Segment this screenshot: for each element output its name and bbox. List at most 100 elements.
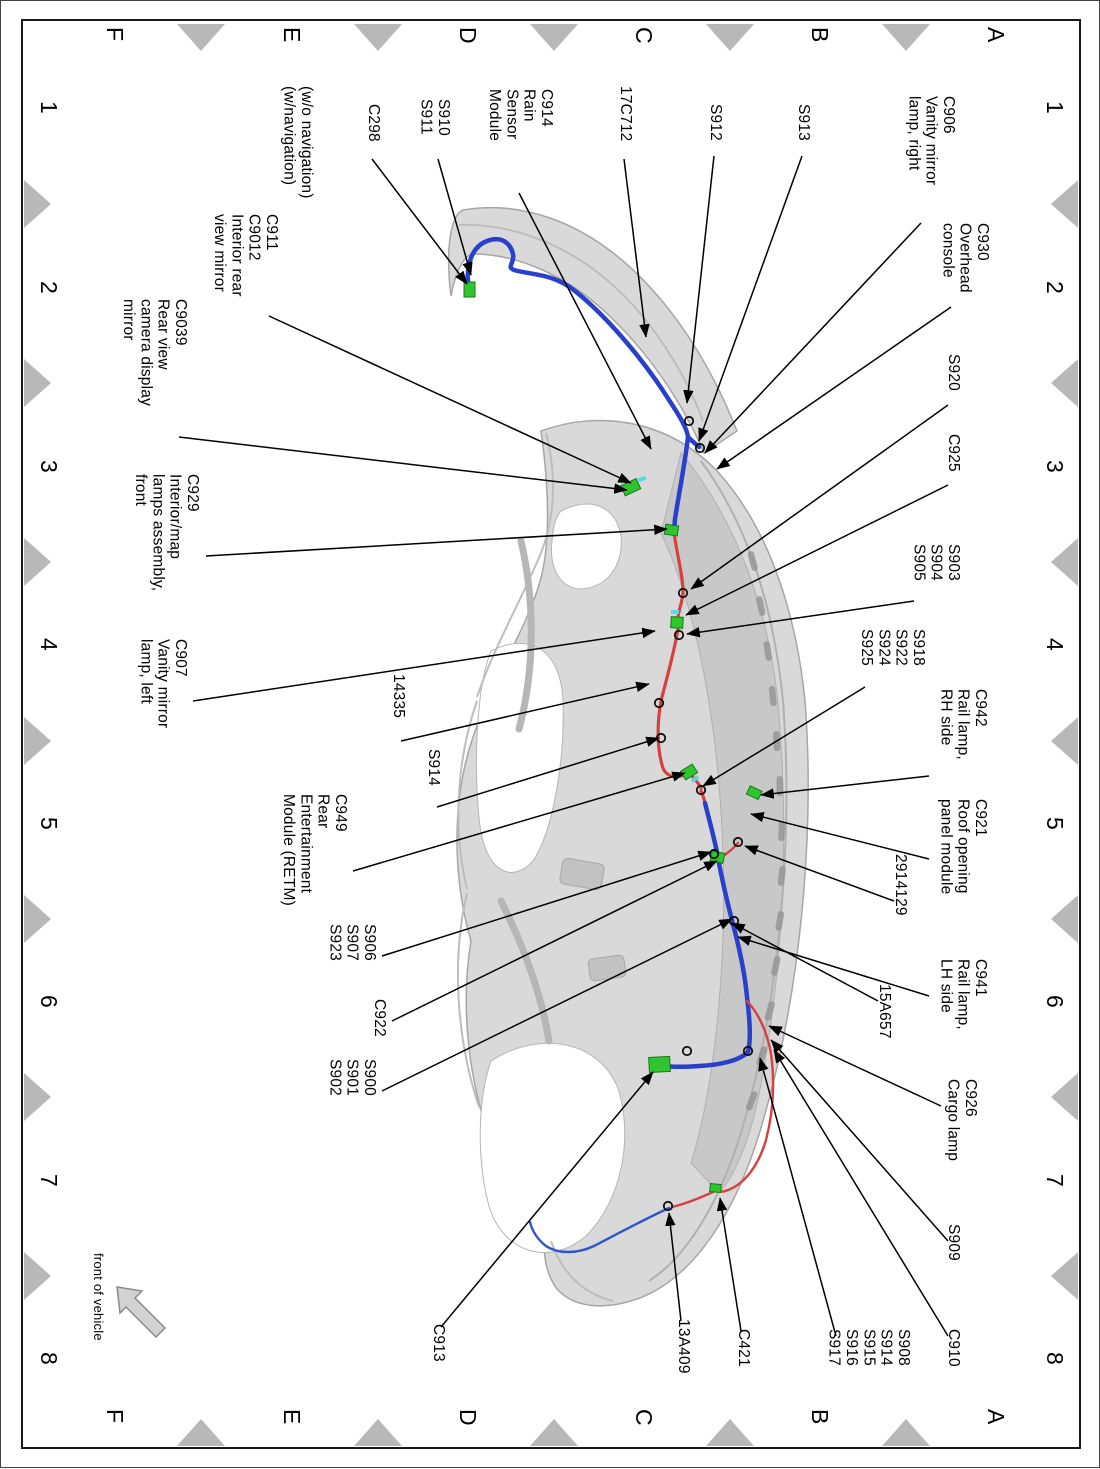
grid-triangle-right	[1051, 895, 1078, 943]
leader-c914	[518, 192, 652, 450]
splice-point	[694, 442, 706, 454]
pillar-detail	[515, 537, 535, 733]
liftgate-aperture	[479, 1042, 626, 1253]
splice-point	[673, 629, 685, 641]
connector-C298-area	[463, 281, 476, 298]
grid-triangle-right	[1051, 717, 1078, 765]
body-detail-line	[476, 432, 555, 698]
roof-slot	[775, 911, 785, 931]
leader-s913	[698, 155, 803, 442]
leader-c421	[716, 1197, 742, 1332]
connector-C942	[745, 785, 763, 801]
roof-panel-slots	[746, 551, 786, 1111]
grid-fold-triangles	[24, 24, 1078, 1446]
leader-c941	[737, 935, 930, 997]
splice-point	[683, 415, 695, 427]
grid-triangle-right	[1051, 180, 1078, 228]
connector-C907	[670, 616, 684, 629]
grid-triangle-right	[1051, 359, 1078, 407]
roof-header-rail	[447, 206, 738, 455]
leader-c910	[773, 1049, 949, 1337]
leader-p13a409	[665, 1212, 682, 1322]
leader-lines-layer	[178, 155, 952, 1337]
front-of-vehicle-arrow-icon	[116, 1286, 167, 1339]
grid-triangle-right	[1051, 538, 1078, 586]
grid-triangle-top	[706, 24, 754, 51]
splice-points	[653, 415, 754, 1212]
leader-s906s907s923	[381, 850, 712, 957]
grid-triangle-right	[1051, 1073, 1078, 1121]
leader-c925	[685, 484, 949, 616]
pillar-detail	[497, 897, 553, 1045]
roof-slot	[777, 865, 786, 886]
wire-tick	[637, 475, 647, 483]
roof-slot	[747, 551, 758, 571]
grid-triangle-bottom	[882, 1419, 930, 1446]
harness-branch-blue	[685, 434, 702, 450]
pillar-aperture-upper	[550, 503, 622, 590]
connector-C929	[663, 523, 680, 537]
body-detail-line	[458, 223, 704, 422]
grid-triangle-left	[24, 180, 51, 228]
leader-p15a657	[731, 922, 879, 1002]
leader-s909	[770, 1039, 949, 1242]
splice-point	[732, 836, 744, 848]
harness-blue-bottom	[528, 1206, 671, 1254]
leader-s903s904s905	[686, 600, 915, 638]
grid-triangle-left	[24, 538, 51, 586]
leader-c930	[716, 306, 952, 470]
splice-point	[681, 1045, 693, 1057]
grid-triangle-left	[24, 1073, 51, 1121]
harness-blue-to-connector	[662, 1049, 751, 1069]
leader-s918s922s924s925	[702, 686, 866, 787]
harness-red-mid	[656, 627, 690, 779]
roof-slot	[763, 641, 773, 661]
leader-c9039	[178, 436, 628, 494]
leader-s912	[683, 155, 715, 404]
roof-slot	[768, 686, 777, 707]
harness-red-thin	[670, 1189, 717, 1209]
vehicle-body-shell	[447, 206, 809, 1307]
splice-point	[695, 784, 707, 796]
grid-triangle-bottom	[354, 1419, 402, 1446]
roof-slot	[778, 820, 786, 841]
roof-slot	[771, 956, 781, 976]
connector-C421	[709, 1183, 722, 1194]
grid-triangle-top	[177, 24, 225, 51]
grid-triangle-right	[1051, 1252, 1078, 1300]
leader-s914	[436, 736, 660, 808]
leader-s900s901s902	[381, 918, 733, 1092]
grid-triangle-left	[24, 359, 51, 407]
body-detail-line	[456, 892, 480, 1108]
leader-p14335	[400, 681, 650, 742]
leader-c906	[704, 222, 922, 454]
leader-c298	[371, 158, 468, 285]
leader-c921	[750, 812, 930, 860]
leader-c913	[440, 1071, 654, 1328]
wire-tick	[671, 610, 679, 614]
page-border	[21, 19, 1081, 1449]
leader-c926	[768, 1025, 942, 1107]
splice-point	[653, 697, 665, 709]
leader-c911	[268, 315, 632, 484]
harness-red-branch	[715, 999, 775, 1193]
leader-c949	[352, 771, 686, 872]
grid-triangle-top	[354, 24, 402, 51]
grid-triangle-top	[882, 24, 930, 51]
leader-s920	[690, 404, 949, 590]
grid-triangle-left	[24, 895, 51, 943]
roof-slot	[764, 1001, 775, 1021]
leader-c942	[760, 775, 930, 799]
grid-triangle-top	[530, 24, 578, 51]
bracket-detail	[587, 954, 627, 982]
leader-s910s911	[437, 158, 473, 276]
connector-C913	[648, 1055, 671, 1074]
wire-tick	[690, 775, 700, 783]
roof-slot	[746, 1091, 758, 1111]
body-detail-line	[457, 700, 478, 890]
splice-point	[677, 587, 689, 599]
leader-p17c712	[623, 158, 650, 338]
leader-c907	[192, 627, 656, 702]
